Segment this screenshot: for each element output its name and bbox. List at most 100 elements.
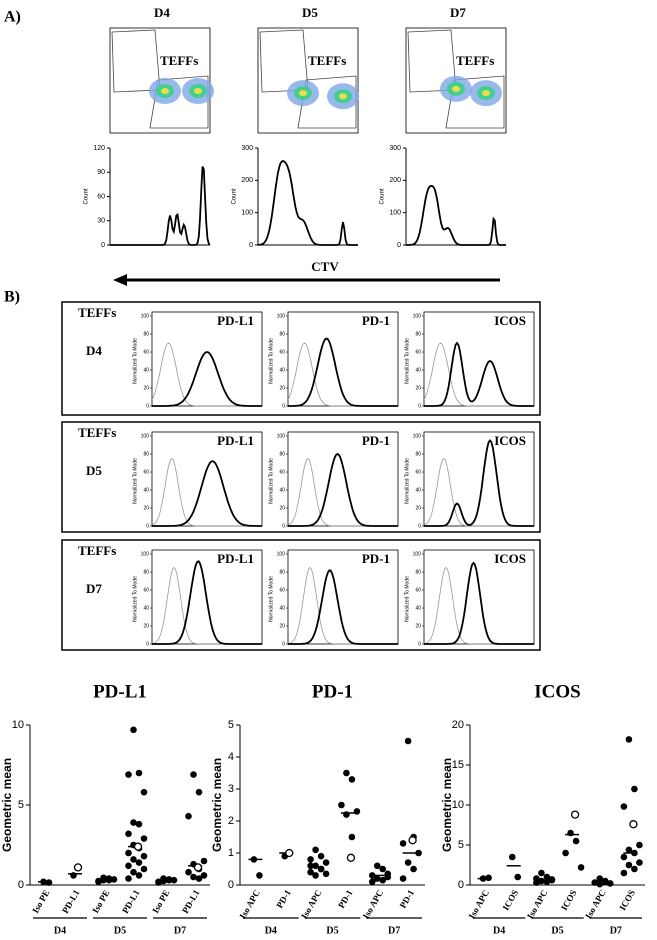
data-point <box>140 835 148 842</box>
x-tick-label: ICOS <box>501 888 521 912</box>
data-point <box>479 875 487 882</box>
y-tick-label: 200 <box>241 177 253 184</box>
y-tick-label: 100 <box>141 313 150 319</box>
open-point <box>285 848 294 858</box>
data-point <box>631 785 638 793</box>
gate-label: TEFFs <box>308 53 346 68</box>
y-tick-label: 0 <box>18 879 24 891</box>
x-tick-label: Iso PE <box>150 888 171 915</box>
x-axis-title: CTV <box>311 259 339 274</box>
data-point <box>110 876 118 883</box>
data-point <box>373 875 381 882</box>
y-tick-label: 60 <box>415 587 421 593</box>
x-tick-label: PD-1 <box>274 888 293 910</box>
data-point <box>135 872 143 879</box>
data-point <box>591 879 599 886</box>
y-tick-label: 10 <box>12 719 24 731</box>
y-tick-label: 0 <box>146 641 149 647</box>
data-point <box>596 880 604 888</box>
group-label: D4 <box>54 925 66 936</box>
data-point <box>140 852 148 860</box>
marker-label: ICOS <box>494 313 526 328</box>
marker-label: PD-1 <box>362 313 390 328</box>
y-tick-label: 0 <box>458 879 464 891</box>
group-label: D4 <box>265 925 277 936</box>
y-tick-label: 60 <box>97 193 105 200</box>
data-point <box>105 876 113 884</box>
data-point <box>379 865 387 873</box>
y-tick-label: 60 <box>279 587 285 593</box>
marker-label: PD-L1 <box>217 551 254 566</box>
y-tick-label: 40 <box>143 605 149 611</box>
population-label: TEFFs <box>78 305 116 320</box>
data-point <box>200 857 208 865</box>
day-label: D5 <box>86 463 102 478</box>
y-tick-label: 0 <box>282 641 285 647</box>
marker-label: ICOS <box>494 551 526 566</box>
y-axis-title: Count <box>84 188 90 204</box>
data-point <box>567 829 574 837</box>
chart-title: PD-1 <box>312 681 353 702</box>
cell-cloud <box>161 88 169 94</box>
x-tick-label: PD-1 <box>336 888 355 910</box>
x-tick-label: ICOS <box>617 888 637 912</box>
data-point <box>322 870 330 878</box>
group-label: D7 <box>174 925 186 936</box>
y-tick-label: 300 <box>241 145 253 152</box>
histogram-curve <box>406 184 506 246</box>
y-tick-label: 80 <box>415 451 421 457</box>
data-point <box>70 872 77 879</box>
panel-label: A) <box>4 9 21 26</box>
data-point <box>130 819 137 826</box>
histogram-curve <box>287 566 398 645</box>
data-point <box>155 879 162 886</box>
data-point <box>95 877 102 885</box>
marker-label: PD-1 <box>362 551 390 566</box>
row-box <box>61 539 541 651</box>
day-label: D4 <box>86 343 102 358</box>
y-tick-label: 60 <box>279 469 285 475</box>
chart-title: ICOS <box>534 681 580 702</box>
open-point <box>346 853 356 862</box>
day-label: D7 <box>450 5 466 20</box>
y-tick-label: 100 <box>141 551 150 557</box>
x-tick-label: ICOS <box>559 888 579 912</box>
cell-cloud <box>339 93 347 100</box>
row-box <box>61 421 541 533</box>
y-tick-label: 20 <box>279 623 285 629</box>
y-tick-label: 4 <box>228 751 234 763</box>
y-tick-label: 60 <box>415 349 421 355</box>
data-point <box>343 769 350 777</box>
data-point <box>312 872 319 879</box>
data-point <box>185 868 192 876</box>
marker-label: PD-L1 <box>217 313 254 328</box>
y-tick-label: 100 <box>241 210 253 217</box>
data-point <box>338 801 345 809</box>
data-point <box>140 788 148 796</box>
y-axis-title: Normalized To Mode <box>268 576 274 622</box>
y-axis-title: Count <box>380 188 386 204</box>
y-tick-label: 100 <box>277 313 286 319</box>
y-tick-label: 0 <box>249 242 253 249</box>
x-tick-label: Iso APC <box>299 888 324 921</box>
data-point <box>543 873 551 881</box>
population-label: TEFFs <box>78 425 116 440</box>
data-point <box>631 849 638 857</box>
chart-title: PD-L1 <box>93 681 147 702</box>
data-point <box>620 869 628 877</box>
group-label: D4 <box>493 925 505 936</box>
histogram-curve <box>257 160 358 246</box>
y-tick-label: 80 <box>279 331 285 337</box>
row-box <box>61 301 541 416</box>
y-tick-label: 5 <box>18 799 24 811</box>
y-tick-label: 80 <box>143 569 149 575</box>
data-point <box>514 873 522 881</box>
y-tick-label: 80 <box>415 331 421 337</box>
data-point <box>125 875 132 882</box>
histogram-curve <box>423 458 534 527</box>
data-point <box>508 853 516 861</box>
y-tick-label: 20 <box>415 623 421 629</box>
y-tick-label: 0 <box>418 641 421 647</box>
histogram-curve <box>288 452 398 527</box>
marker-label: PD-L1 <box>217 433 254 448</box>
